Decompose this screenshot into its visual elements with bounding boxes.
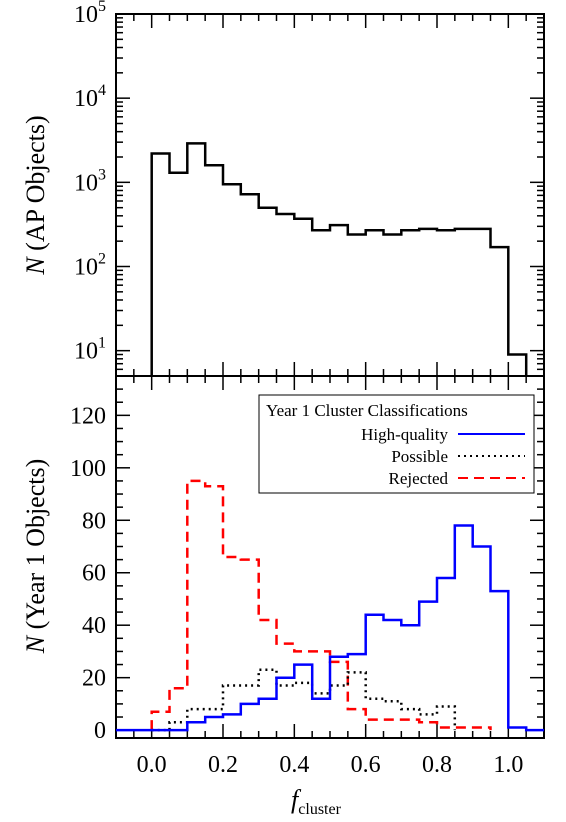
top-y-axis-label: (AP Objects) <box>21 115 50 251</box>
bottom-x-ticks: 0.0 0.2 0.4 0.6 0.8 1.0 <box>115 376 545 778</box>
top-y-tick-label: 102 <box>74 250 106 280</box>
top-y-tick-label: 101 <box>74 335 106 365</box>
top-y-axis-symbol: N <box>21 256 50 276</box>
bottom-y-axis-label: (Year 1 Objects) <box>21 459 50 630</box>
bottom-y-ticks: 0 20 40 60 80 100 120 <box>70 388 544 744</box>
top-series-group <box>150 142 528 376</box>
x-axis-subscript: cluster <box>298 801 341 818</box>
x-tick-label: 0.6 <box>351 752 381 778</box>
bottom-y-tick-label: 40 <box>82 613 106 639</box>
top-y-ticks: 101 102 103 104 105 <box>74 0 544 377</box>
x-tick-label: 0.0 <box>137 752 167 778</box>
legend: Year 1 Cluster Classifications High-qual… <box>258 394 535 494</box>
series-high-quality <box>116 524 544 732</box>
x-tick-label: 0.2 <box>208 752 238 778</box>
x-tick-label: 0.4 <box>279 752 309 778</box>
bottom-series-group <box>116 479 544 732</box>
series-rejected <box>150 479 492 731</box>
legend-box <box>258 394 535 494</box>
bottom-y-tick-label: 60 <box>82 561 106 587</box>
bottom-y-axis-title: N (Year 1 Objects) <box>21 459 50 655</box>
x-axis-symbol: f <box>291 785 302 814</box>
top-x-ticks <box>115 14 545 376</box>
top-y-axis-title: N (AP Objects) <box>21 115 50 275</box>
x-tick-label: 0.8 <box>422 752 452 778</box>
legend-label-possible: Possible <box>391 447 448 466</box>
bottom-y-tick-label: 0 <box>94 718 106 744</box>
legend-label-rejected: Rejected <box>389 469 449 488</box>
top-panel-frame <box>115 13 545 377</box>
legend-label-high-quality: High-quality <box>361 425 448 444</box>
series-possible <box>151 668 457 732</box>
top-y-tick-label: 103 <box>74 166 106 196</box>
legend-title: Year 1 Cluster Classifications <box>266 401 468 420</box>
bottom-y-tick-label: 20 <box>82 666 106 692</box>
x-tick-label: 1.0 <box>493 752 523 778</box>
bottom-y-tick-label: 120 <box>70 403 106 429</box>
bottom-y-tick-label: 80 <box>82 508 106 534</box>
bottom-y-axis-symbol: N <box>21 634 50 654</box>
top-y-tick-label: 104 <box>74 82 106 112</box>
x-axis-title: fcluster <box>291 785 342 818</box>
top-histogram-series <box>150 142 528 376</box>
top-y-tick-label: 105 <box>74 0 106 28</box>
bottom-y-tick-label: 100 <box>70 456 106 482</box>
